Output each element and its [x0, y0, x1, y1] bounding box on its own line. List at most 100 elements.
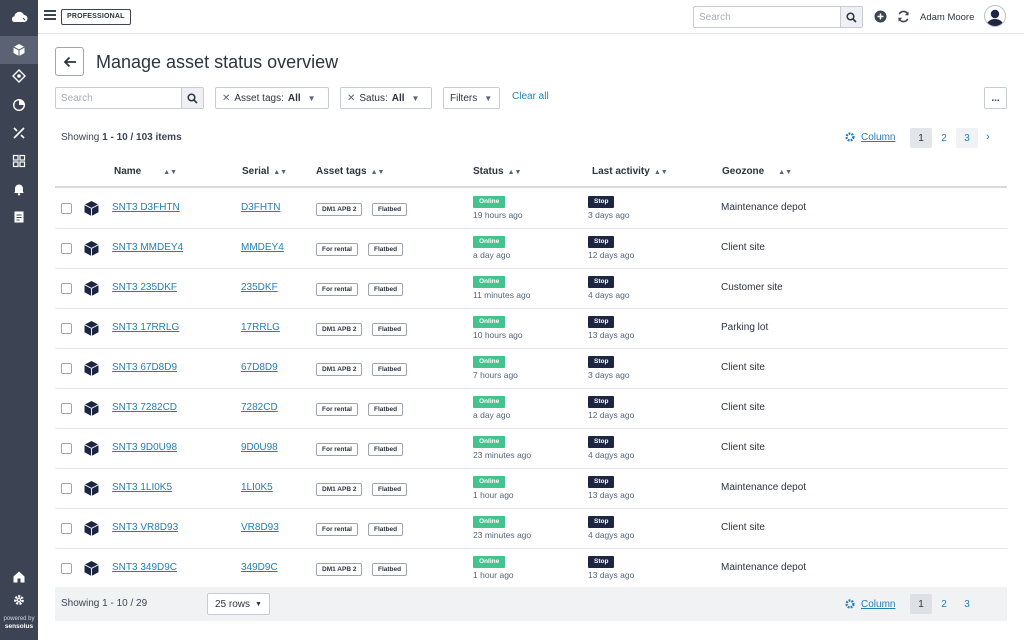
table-row[interactable]: SNT3 349D9C 349D9C DM1 APB 2 Flatbed Online 1… [55, 549, 1007, 589]
refresh-icon[interactable] [897, 10, 910, 23]
status-filter[interactable]: ✕ Satus: All ▼ [340, 87, 432, 109]
asset-name-link[interactable]: SNT3 67D8D9 [112, 362, 178, 373]
page-button-1[interactable]: 1 [910, 128, 932, 148]
column-header-last-activity[interactable]: Last activity ▲▼ [592, 166, 668, 177]
column-settings-label: Column [861, 131, 896, 143]
sidebar-item-map[interactable] [0, 62, 38, 90]
add-circle-icon[interactable] [874, 10, 887, 23]
sidebar-item-alerts[interactable] [0, 175, 38, 203]
sidebar-item-assets[interactable] [0, 36, 38, 64]
asset-name-link[interactable]: SNT3 1LI0K5 [112, 482, 173, 493]
row-checkbox[interactable] [61, 483, 72, 494]
table-row[interactable]: SNT3 235DKF 235DKF For rental Flatbed Online… [55, 269, 1007, 309]
global-search-button[interactable] [840, 7, 862, 27]
column-header-serial[interactable]: Serial ▲▼ [242, 166, 287, 177]
row-checkbox[interactable] [61, 203, 72, 214]
clear-all-link[interactable]: Clear all [512, 91, 549, 102]
table-row[interactable]: SNT3 VR8D93 VR8D93 For rental Flatbed Online… [55, 509, 1007, 549]
activity-badge: Stop [588, 196, 615, 208]
asset-search-button[interactable] [181, 88, 203, 108]
page-button-2[interactable]: 2 [941, 132, 947, 144]
more-options-button[interactable]: ... [984, 87, 1007, 109]
table-row[interactable]: SNT3 17RRLG 17RRLG DM1 APB 2 Flatbed Online 1… [55, 309, 1007, 349]
column-header-asset-tags[interactable]: Asset tags ▲▼ [316, 166, 384, 177]
status-time: 23 minutes ago [473, 450, 532, 460]
sidebar-item-tools[interactable] [0, 119, 38, 147]
table-row[interactable]: SNT3 MMDEY4 MMDEY4 For rental Flatbed Online… [55, 229, 1007, 269]
sidebar-item-analytics[interactable] [0, 91, 38, 119]
asset-search [55, 87, 204, 109]
asset-search-input[interactable] [56, 88, 181, 108]
remove-filter-icon[interactable]: ✕ [222, 92, 231, 104]
geozone: Client site [721, 442, 765, 453]
asset-serial-link[interactable]: 1LI0K5 [241, 482, 273, 493]
remove-filter-icon[interactable]: ✕ [347, 92, 356, 104]
column-settings-link[interactable]: Column [844, 131, 895, 143]
table-row[interactable]: SNT3 67D8D9 67D8D9 DM1 APB 2 Flatbed Online 7… [55, 349, 1007, 389]
global-search-input[interactable] [694, 7, 840, 27]
row-checkbox[interactable] [61, 323, 72, 334]
row-checkbox[interactable] [61, 363, 72, 374]
asset-tags-filter[interactable]: ✕ Asset tags: All ▼ [215, 87, 329, 109]
column-header-label: Status [473, 166, 504, 177]
page-button-3[interactable]: 3 [956, 128, 978, 148]
sidebar-item-reports[interactable] [0, 203, 38, 231]
geozone: Maintenance depot [721, 482, 807, 493]
row-checkbox[interactable] [61, 443, 72, 454]
sidebar-item-dashboard[interactable] [0, 147, 38, 175]
column-header-name[interactable]: Name ▲▼ [114, 166, 177, 177]
footer-page-button-2[interactable]: 2 [941, 598, 947, 610]
status-badge: Online [473, 556, 506, 568]
asset-serial-link[interactable]: D3FHTN [241, 202, 281, 213]
asset-name-link[interactable]: SNT3 MMDEY4 [112, 242, 184, 253]
asset-serial-link[interactable]: 9D0U98 [241, 442, 278, 453]
asset-serial-link[interactable]: MMDEY4 [241, 242, 284, 253]
sidebar-item-settings[interactable] [0, 586, 38, 614]
footer-column-settings-link[interactable]: Column [844, 598, 895, 610]
row-checkbox[interactable] [61, 243, 72, 254]
row-checkbox[interactable] [61, 403, 72, 414]
search-icon [846, 11, 857, 23]
cloud-logo-icon[interactable] [0, 0, 38, 33]
column-header-label: Serial [242, 166, 270, 177]
page-title: Manage asset status overview [96, 52, 339, 72]
asset-serial-link[interactable]: 17RRLG [241, 322, 280, 333]
avatar[interactable] [984, 5, 1006, 27]
menu-icon[interactable] [44, 10, 56, 22]
asset-name-link[interactable]: SNT3 235DKF [112, 282, 178, 293]
footer-page-button-1[interactable]: 1 [910, 594, 932, 614]
activity-badge: Stop [588, 236, 615, 248]
status-badge: Online [473, 516, 506, 528]
filters-dropdown[interactable]: Filters ▼ [443, 87, 500, 109]
asset-name-link[interactable]: SNT3 349D9C [112, 562, 178, 573]
table-row[interactable]: SNT3 1LI0K5 1LI0K5 DM1 APB 2 Flatbed Online 1… [55, 469, 1007, 509]
user-name[interactable]: Adam Moore [920, 12, 975, 23]
asset-tag: DM1 APB 2 [316, 323, 363, 336]
table-row[interactable]: SNT3 9D0U98 9D0U98 For rental Flatbed Online… [55, 429, 1007, 469]
asset-serial-link[interactable]: 235DKF [241, 282, 278, 293]
row-checkbox[interactable] [61, 523, 72, 534]
table-row[interactable]: SNT3 7282CD 7282CD For rental Flatbed Online… [55, 389, 1007, 429]
row-checkbox[interactable] [61, 563, 72, 574]
asset-serial-link[interactable]: 7282CD [241, 402, 278, 413]
footer-page-button-3[interactable]: 3 [964, 598, 970, 610]
asset-name-link[interactable]: SNT3 7282CD [112, 402, 178, 413]
back-button[interactable] [55, 47, 84, 76]
column-header-geozone[interactable]: Geozone ▲▼ [722, 166, 792, 177]
asset-tag: Flatbed [368, 523, 404, 536]
row-checkbox[interactable] [61, 283, 72, 294]
sidebar-item-home[interactable] [0, 563, 38, 591]
column-header-status[interactable]: Status ▲▼ [473, 166, 521, 177]
asset-name-link[interactable]: SNT3 9D0U98 [112, 442, 178, 453]
next-page-icon[interactable]: › [986, 131, 990, 143]
rows-per-page-select[interactable]: 25 rows ▼ [207, 593, 270, 615]
asset-serial-link[interactable]: 67D8D9 [241, 362, 278, 373]
chevron-down-icon: ▼ [307, 93, 316, 103]
asset-name-link[interactable]: SNT3 VR8D93 [112, 522, 179, 533]
asset-name-link[interactable]: SNT3 17RRLG [112, 322, 180, 333]
asset-serial-link[interactable]: VR8D93 [241, 522, 279, 533]
asset-name-link[interactable]: SNT3 D3FHTN [112, 202, 180, 213]
status-filter-label: Satus: [359, 92, 388, 104]
asset-serial-link[interactable]: 349D9C [241, 562, 278, 573]
table-row[interactable]: SNT3 D3FHTN D3FHTN DM1 APB 2 Flatbed Online 1… [55, 189, 1007, 229]
